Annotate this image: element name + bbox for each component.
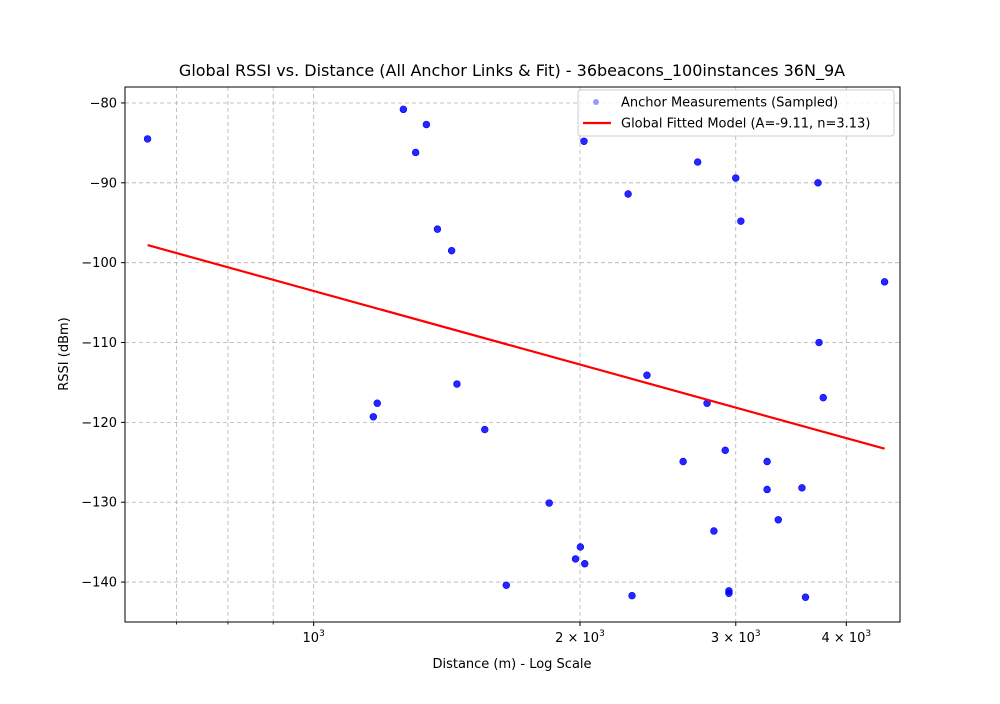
data-point (576, 543, 585, 551)
data-point (798, 484, 806, 492)
data-point (481, 425, 489, 434)
data-point (725, 589, 733, 597)
legend-label: Global Fitted Model (A=-9.11, n=3.13) (621, 117, 870, 132)
fit-line (147, 244, 885, 450)
data-point (571, 555, 580, 563)
data-point (679, 457, 687, 466)
x-tick-label: 2 × 103 (555, 629, 605, 646)
legend-box (577, 89, 895, 137)
data-point (399, 105, 408, 114)
data-point (580, 137, 588, 145)
data-point (447, 246, 456, 255)
y-tick-label: −100 (81, 256, 117, 271)
y-tick-label: −140 (81, 576, 117, 591)
legend: Anchor Measurements (Sampled) Global Fitt… (577, 89, 895, 137)
data-point (763, 485, 771, 494)
data-point (143, 135, 152, 143)
data-point (373, 399, 381, 407)
legend-label: Anchor Measurements (Sampled) (621, 96, 838, 111)
data-point (624, 190, 632, 198)
data-point (433, 225, 442, 233)
data-point (411, 148, 420, 157)
x-axis-label: Distance (m) - Log Scale (432, 657, 591, 672)
data-point (628, 591, 636, 600)
data-point (763, 457, 771, 466)
data-point (502, 581, 511, 589)
data-marks (143, 105, 889, 601)
data-point (774, 516, 782, 524)
data-point (643, 371, 651, 379)
y-tick-label: −110 (81, 336, 117, 351)
data-point (819, 393, 827, 402)
data-point (880, 278, 889, 286)
chart-title: Global RSSI vs. Distance (All Anchor Lin… (179, 61, 845, 81)
y-tick-label: −90 (90, 176, 117, 191)
axes: −80 −90 −100 −110 −120 −130 −140 103 2 × 103 3 × … (81, 86, 901, 646)
data-point (545, 499, 553, 507)
data-point (693, 158, 702, 166)
x-tick-label: 3 × 103 (711, 629, 761, 646)
data-point (721, 446, 729, 455)
data-point (422, 120, 431, 129)
data-point (737, 217, 745, 225)
x-tick-label: 103 (303, 629, 325, 646)
data-point (710, 527, 718, 535)
x-tick-label: 4 × 103 (821, 629, 871, 646)
grid-lines (125, 87, 900, 622)
legend-marker-scatter (593, 99, 599, 105)
data-point (801, 593, 810, 601)
data-point (581, 560, 589, 568)
data-point (453, 380, 461, 388)
data-point (732, 174, 740, 182)
data-point (815, 338, 823, 347)
data-point (814, 179, 822, 187)
y-tick-label: −80 (90, 96, 117, 111)
y-axis-label: RSSI (dBm) (57, 317, 72, 390)
y-tick-label: −120 (81, 416, 117, 431)
plot-frame (124, 86, 901, 623)
data-point (369, 413, 378, 421)
y-tick-label: −130 (81, 496, 117, 511)
